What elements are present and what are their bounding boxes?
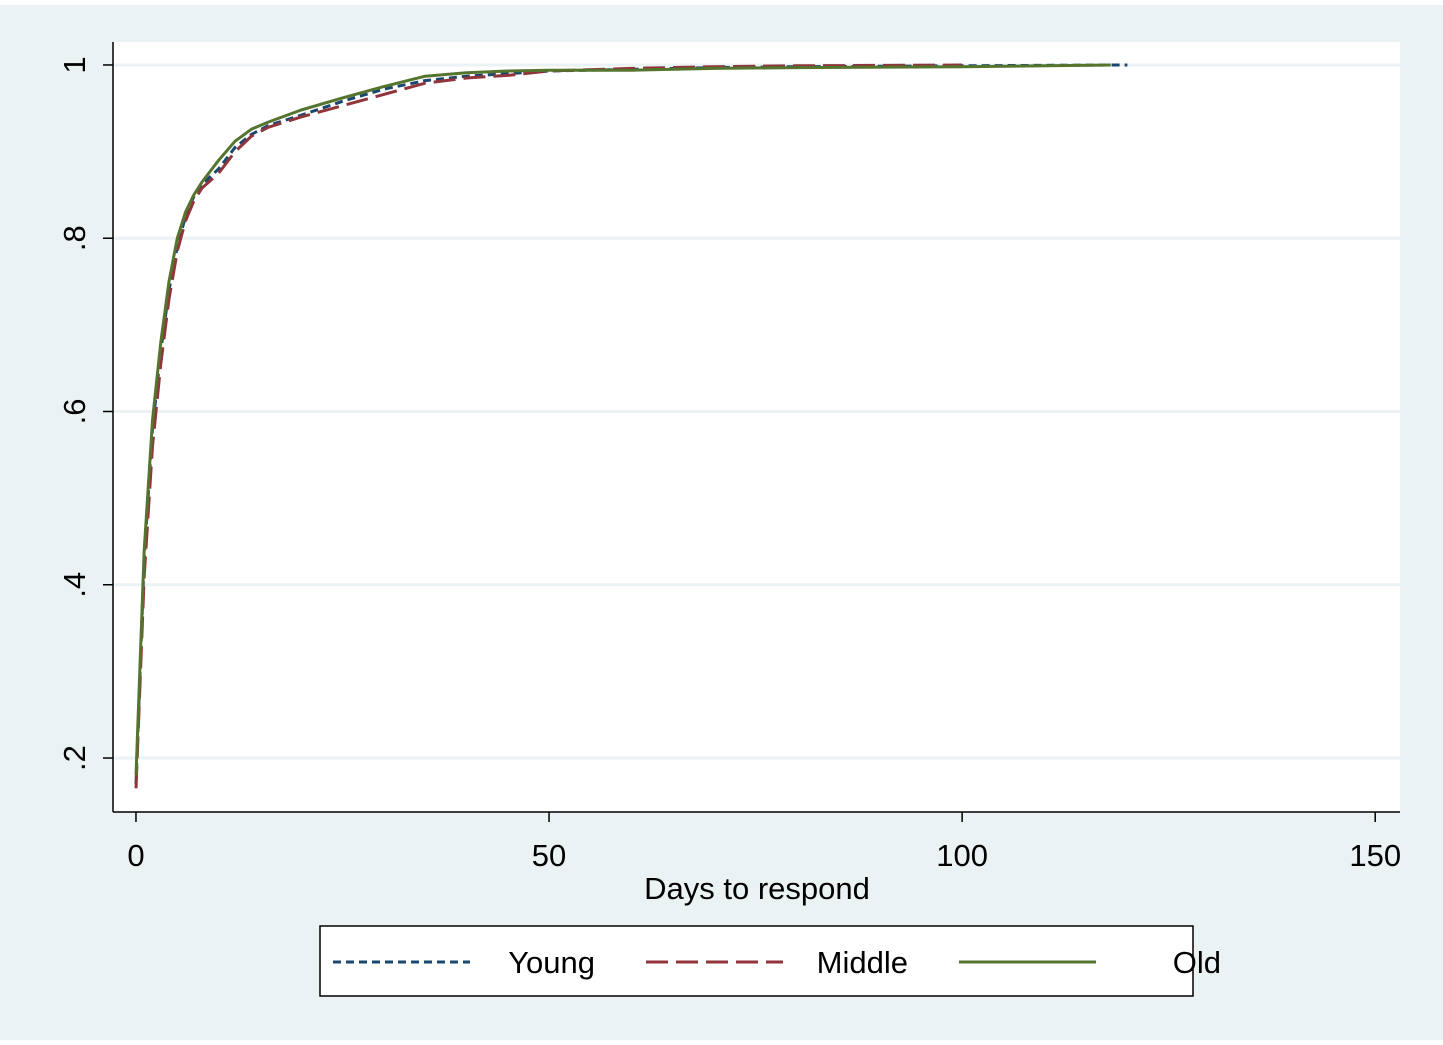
legend-label: Old [1173, 945, 1221, 980]
legend-label: Middle [817, 945, 908, 980]
y-tick-label: .2 [57, 745, 92, 771]
x-tick-label: 0 [127, 838, 144, 873]
x-tick-label: 50 [532, 838, 566, 873]
series-line [134, 63, 1111, 776]
x-axis-title: Days to respond [644, 871, 870, 906]
plot-area [113, 42, 1400, 812]
y-tick-label: 1 [57, 56, 92, 73]
y-tick-label: .6 [57, 399, 92, 425]
x-tick-label: 150 [1349, 838, 1401, 873]
y-tick-label: .8 [57, 225, 92, 251]
y-tick-label: .4 [57, 572, 92, 598]
x-tick-label: 100 [936, 838, 988, 873]
legend-label: Young [508, 945, 595, 980]
